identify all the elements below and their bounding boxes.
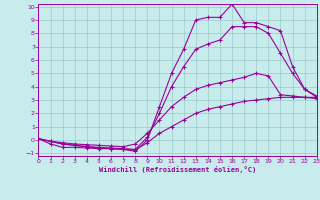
X-axis label: Windchill (Refroidissement éolien,°C): Windchill (Refroidissement éolien,°C) — [99, 166, 256, 173]
